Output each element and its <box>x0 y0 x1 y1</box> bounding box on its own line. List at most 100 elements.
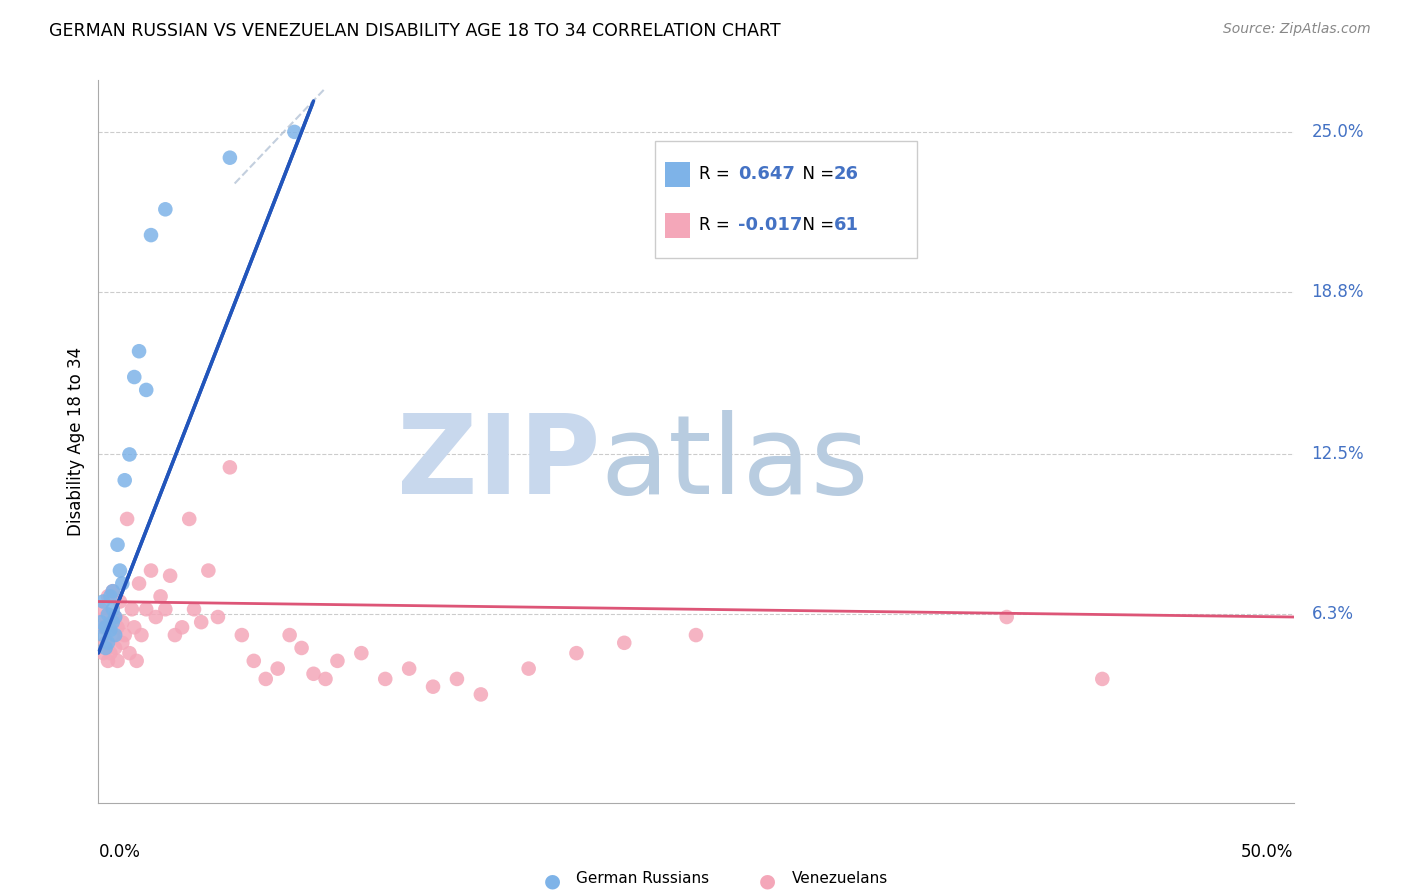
Point <box>685 628 707 642</box>
Point <box>107 654 129 668</box>
Point <box>231 628 253 642</box>
Point <box>104 610 127 624</box>
Point <box>91 620 114 634</box>
Point <box>315 672 337 686</box>
Point <box>118 646 141 660</box>
Point <box>128 576 150 591</box>
Point <box>190 615 212 630</box>
Point <box>254 672 277 686</box>
Point <box>131 628 153 642</box>
Point <box>291 640 314 655</box>
Point <box>101 584 124 599</box>
Point <box>101 628 124 642</box>
Text: 26: 26 <box>834 165 859 183</box>
Point <box>145 610 167 624</box>
Point <box>114 628 136 642</box>
Y-axis label: Disability Age 18 to 34: Disability Age 18 to 34 <box>66 347 84 536</box>
Point <box>139 228 162 243</box>
Text: atlas: atlas <box>600 409 869 516</box>
Point <box>108 594 131 608</box>
Point <box>398 662 420 676</box>
Text: German Russians: German Russians <box>576 871 710 887</box>
Point <box>159 568 181 582</box>
Point <box>97 607 120 622</box>
Text: ●: ● <box>759 871 776 890</box>
Point <box>101 602 124 616</box>
Point <box>283 125 305 139</box>
Text: 12.5%: 12.5% <box>1312 445 1364 464</box>
Point <box>101 584 124 599</box>
Point <box>97 636 120 650</box>
Point <box>139 564 162 578</box>
Point <box>111 615 134 630</box>
Point <box>124 370 146 384</box>
Point <box>98 615 122 630</box>
Point <box>101 615 124 630</box>
Point <box>111 576 134 591</box>
Point <box>104 610 127 624</box>
Text: 0.647: 0.647 <box>738 165 794 183</box>
Text: N =: N = <box>792 217 839 235</box>
Point <box>97 654 120 668</box>
Point <box>98 646 122 660</box>
Point <box>278 628 301 642</box>
Text: Source: ZipAtlas.com: Source: ZipAtlas.com <box>1223 22 1371 37</box>
Point <box>243 654 266 668</box>
Point <box>149 590 172 604</box>
Point <box>326 654 349 668</box>
Point <box>121 602 143 616</box>
Point <box>197 564 219 578</box>
Point <box>1091 672 1114 686</box>
Point <box>183 602 205 616</box>
Text: Venezuelans: Venezuelans <box>792 871 887 887</box>
Point <box>613 636 636 650</box>
Point <box>91 628 114 642</box>
Point <box>90 615 112 630</box>
Point <box>97 590 120 604</box>
Point <box>94 640 117 655</box>
Point <box>91 594 114 608</box>
Text: -0.017: -0.017 <box>738 217 803 235</box>
Point <box>267 662 290 676</box>
Point <box>124 620 146 634</box>
Point <box>155 602 177 616</box>
Point <box>114 473 136 487</box>
Point <box>155 202 177 217</box>
Point <box>517 662 540 676</box>
Point <box>128 344 150 359</box>
Point <box>179 512 201 526</box>
Point <box>470 687 492 701</box>
Point <box>90 602 112 616</box>
Text: ●: ● <box>544 871 561 890</box>
Point <box>94 610 117 624</box>
Point <box>446 672 468 686</box>
Text: GERMAN RUSSIAN VS VENEZUELAN DISABILITY AGE 18 TO 34 CORRELATION CHART: GERMAN RUSSIAN VS VENEZUELAN DISABILITY … <box>49 22 780 40</box>
Point <box>91 646 114 660</box>
Text: ZIP: ZIP <box>396 409 600 516</box>
Text: R =: R = <box>699 217 735 235</box>
Point <box>207 610 229 624</box>
Point <box>219 460 242 475</box>
Point <box>104 628 127 642</box>
Point <box>111 636 134 650</box>
Point <box>125 654 148 668</box>
Point <box>107 620 129 634</box>
Point <box>108 564 131 578</box>
Point <box>995 610 1018 624</box>
Point <box>565 646 588 660</box>
Point <box>422 680 444 694</box>
Text: 0.0%: 0.0% <box>98 843 141 861</box>
Point <box>135 383 157 397</box>
Point <box>104 640 127 655</box>
Text: 61: 61 <box>834 217 859 235</box>
Text: R =: R = <box>699 165 735 183</box>
Point <box>302 666 325 681</box>
Text: 18.8%: 18.8% <box>1312 283 1364 301</box>
Point <box>219 151 242 165</box>
Point <box>98 590 122 604</box>
Text: 50.0%: 50.0% <box>1241 843 1294 861</box>
Text: N =: N = <box>792 165 839 183</box>
Point <box>163 628 186 642</box>
Point <box>94 636 117 650</box>
Point <box>172 620 194 634</box>
